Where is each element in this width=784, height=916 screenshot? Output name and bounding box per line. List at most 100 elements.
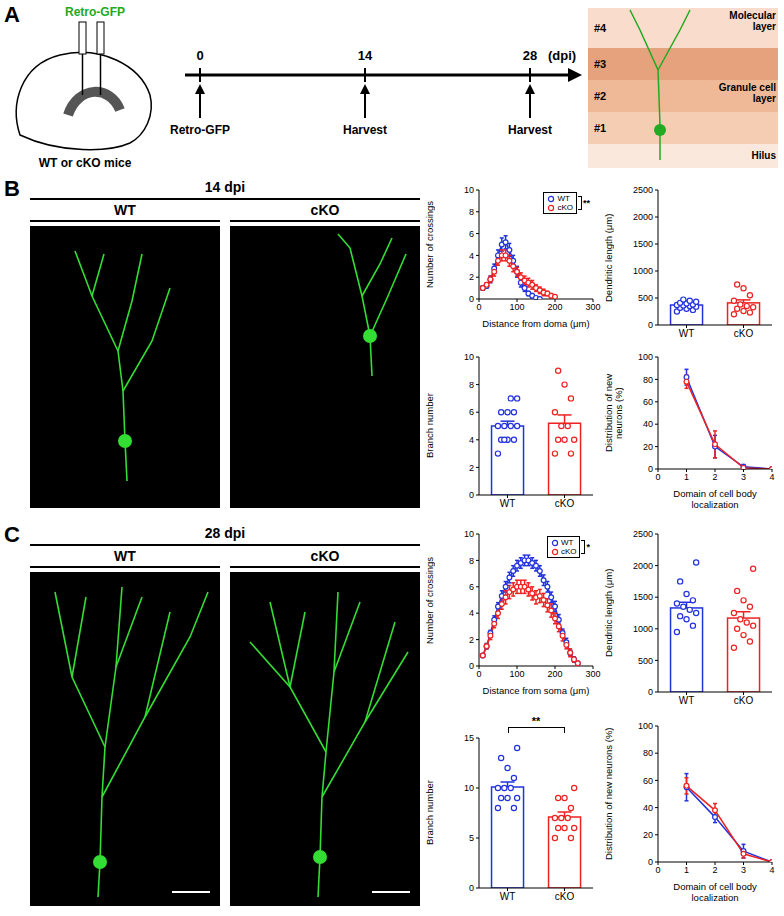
html-text:WT: WT <box>114 202 136 218</box>
html-text:WT: WT <box>114 548 136 564</box>
svg-text:WT: WT <box>500 891 516 902</box>
svg-text:200: 200 <box>547 302 562 312</box>
svg-text:Retro-GFP: Retro-GFP <box>65 5 125 19</box>
svg-text:cKO: cKO <box>555 891 575 902</box>
svg-text:2500: 2500 <box>633 529 653 539</box>
svg-text:4: 4 <box>769 472 774 482</box>
svg-text:15: 15 <box>464 733 474 743</box>
svg-text:4: 4 <box>469 251 474 261</box>
svg-text:2: 2 <box>469 463 474 473</box>
svg-text:#3: #3 <box>594 58 606 70</box>
svg-text:0: 0 <box>469 490 474 500</box>
svg-text:40: 40 <box>643 803 653 813</box>
html-text:Domain of cell body localizati: Domain of cell body localization <box>673 881 757 903</box>
svg-text:A: A <box>4 2 20 27</box>
svg-text:40: 40 <box>643 419 653 429</box>
html-text:B: B <box>4 176 20 201</box>
svg-text:8: 8 <box>469 207 474 217</box>
svg-text:#1: #1 <box>594 122 606 134</box>
html-text:14 dpi: 14 dpi <box>204 179 246 195</box>
svg-text:500: 500 <box>638 293 653 303</box>
svg-text:300: 300 <box>585 302 600 312</box>
svg-text:0: 0 <box>476 302 481 312</box>
svg-text:0: 0 <box>648 320 653 330</box>
svg-text:10: 10 <box>464 783 474 793</box>
svg-text:1000: 1000 <box>633 266 653 276</box>
svg-text:10: 10 <box>464 529 474 539</box>
svg-text:WT: WT <box>679 695 695 706</box>
svg-text:500: 500 <box>638 656 653 666</box>
svg-text:80: 80 <box>643 748 653 758</box>
svg-text:cKO: cKO <box>734 695 754 706</box>
svg-text:100: 100 <box>509 302 524 312</box>
svg-text:10: 10 <box>464 185 474 195</box>
svg-text:0: 0 <box>655 865 660 875</box>
svg-text:28: 28 <box>523 48 537 63</box>
svg-text:100: 100 <box>638 721 653 731</box>
svg-text:Harvest: Harvest <box>508 123 552 137</box>
svg-text:14: 14 <box>358 48 373 63</box>
svg-text:200: 200 <box>547 669 562 679</box>
svg-text:300: 300 <box>585 669 600 679</box>
svg-text:Harvest: Harvest <box>343 123 387 137</box>
svg-text:1: 1 <box>684 865 689 875</box>
svg-text:2: 2 <box>712 472 717 482</box>
svg-text:WT or cKO mice: WT or cKO mice <box>39 156 132 170</box>
svg-text:1500: 1500 <box>633 592 653 602</box>
svg-text:0: 0 <box>469 661 474 671</box>
svg-text:Retro-GFP: Retro-GFP <box>170 123 230 137</box>
svg-text:5: 5 <box>469 833 474 843</box>
svg-text:60: 60 <box>643 776 653 786</box>
svg-text:80: 80 <box>643 375 653 385</box>
svg-text:100: 100 <box>509 669 524 679</box>
svg-text:0: 0 <box>476 669 481 679</box>
html-text:cKO: cKO <box>310 202 340 218</box>
svg-text:2: 2 <box>469 635 474 645</box>
svg-text:6: 6 <box>469 407 474 417</box>
svg-text:8: 8 <box>469 380 474 390</box>
html-text:cKO: cKO <box>310 548 340 564</box>
svg-text:20: 20 <box>643 830 653 840</box>
svg-text:4: 4 <box>769 865 774 875</box>
svg-text:0: 0 <box>196 48 203 63</box>
svg-text:6: 6 <box>469 582 474 592</box>
svg-text:WT: WT <box>500 498 516 509</box>
html-text:Distribution of new neurons (%: Distribution of new neurons (%) <box>603 373 624 453</box>
html-text:Hilus: Hilus <box>751 150 776 161</box>
svg-text:0: 0 <box>648 464 653 474</box>
svg-text:2000: 2000 <box>633 561 653 571</box>
svg-text:cKO: cKO <box>734 328 754 339</box>
svg-text:0: 0 <box>648 857 653 867</box>
html-text:Granule cell layer: Granule cell layer <box>718 82 776 104</box>
svg-text:#4: #4 <box>594 22 607 34</box>
svg-text:60: 60 <box>643 397 653 407</box>
svg-text:10: 10 <box>464 352 474 362</box>
svg-text:2: 2 <box>712 865 717 875</box>
html-text:28 dpi: 28 dpi <box>204 525 246 541</box>
svg-text:1000: 1000 <box>633 624 653 634</box>
svg-text:4: 4 <box>469 608 474 618</box>
svg-text:1500: 1500 <box>633 239 653 249</box>
svg-text:WT: WT <box>679 328 695 339</box>
svg-text:0: 0 <box>655 472 660 482</box>
svg-text:0: 0 <box>469 294 474 304</box>
svg-text:6: 6 <box>469 229 474 239</box>
html-text:Domain of cell body localizati: Domain of cell body localization <box>673 488 757 510</box>
svg-text:0: 0 <box>648 687 653 697</box>
html-text:Molecular layer: Molecular layer <box>729 10 776 32</box>
svg-text:0: 0 <box>469 883 474 893</box>
svg-text:20: 20 <box>643 442 653 452</box>
svg-text:1: 1 <box>684 472 689 482</box>
svg-text:3: 3 <box>741 472 746 482</box>
svg-text:#2: #2 <box>594 90 606 102</box>
svg-text:100: 100 <box>638 352 653 362</box>
svg-text:8: 8 <box>469 556 474 566</box>
html-text:C: C <box>4 522 20 547</box>
svg-text:4: 4 <box>469 435 474 445</box>
svg-text:3: 3 <box>741 865 746 875</box>
svg-text:(dpi): (dpi) <box>548 48 576 63</box>
svg-text:2500: 2500 <box>633 185 653 195</box>
svg-text:2000: 2000 <box>633 212 653 222</box>
svg-text:2: 2 <box>469 272 474 282</box>
svg-text:cKO: cKO <box>555 498 575 509</box>
